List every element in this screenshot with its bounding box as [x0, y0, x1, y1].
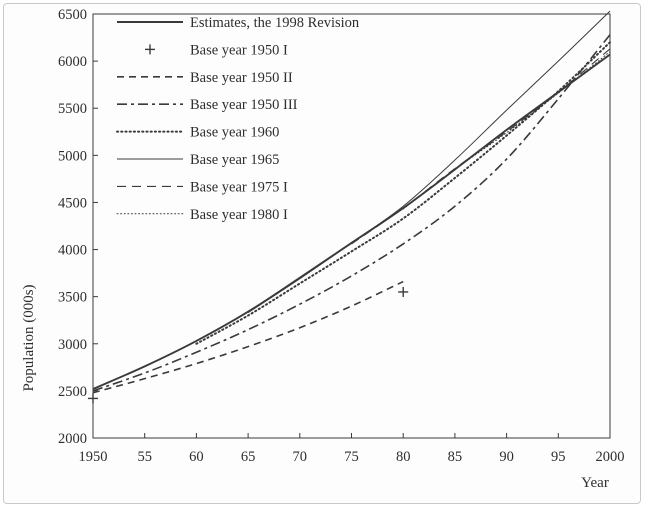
y-axis-title: Population (000s)	[21, 284, 37, 391]
x-tick-label: 55	[137, 449, 152, 465]
legend-entry: Base year 1950 I	[145, 42, 288, 58]
legend-entry: Base year 1975 I	[117, 179, 288, 195]
legend-label: Estimates, the 1998 Revision	[190, 15, 360, 31]
legend-label: Base year 1950 III	[190, 97, 298, 113]
x-tick-label: 80	[396, 449, 411, 465]
x-tick-label: 65	[241, 449, 256, 465]
y-tick-label: 2000	[58, 431, 87, 447]
series-base-year-1975-i	[351, 48, 611, 245]
figure-frame	[3, 3, 641, 504]
x-tick-label: 75	[344, 449, 359, 465]
legend-entry: Base year 1950 II	[117, 70, 293, 86]
x-tick-label: 85	[448, 449, 463, 465]
legend-label: Base year 1965	[190, 152, 279, 168]
y-tick-label: 5500	[58, 101, 87, 117]
legend-entry: Base year 1960	[116, 125, 279, 141]
y-tick-label: 3500	[58, 290, 87, 306]
y-tick-label: 4500	[58, 195, 87, 211]
x-tick-label: 95	[551, 449, 566, 465]
legend-label: Base year 1980 I	[190, 207, 288, 223]
series-base-year-1960	[195, 41, 611, 345]
legend: Estimates, the 1998 Revision Base year 19…	[116, 15, 360, 223]
series-layer	[88, 10, 611, 404]
x-axis-title: Year	[581, 475, 609, 491]
y-tick-label: 3000	[58, 337, 87, 353]
y-tick-label: 6500	[58, 7, 87, 23]
legend-entry: Base year 1965	[117, 152, 279, 168]
legend-label: Base year 1960	[190, 125, 279, 141]
series-base-year-1965	[247, 10, 611, 314]
y-tick-label: 2500	[58, 384, 87, 400]
data-point-plus	[398, 286, 409, 297]
x-tick-label: 90	[499, 449, 514, 465]
y-axis: 2000 2500 3000 3500 4000 4500 5000 5500 6000 6500	[58, 7, 98, 447]
legend-entry: Base year 1950 III	[117, 97, 298, 113]
legend-label: Base year 1950 II	[190, 70, 293, 86]
legend-entry: Estimates, the 1998 Revision	[117, 15, 360, 31]
data-point-plus	[88, 393, 98, 404]
x-axis: 1950 55 60 65 70 75 80 85 90 95 2000	[79, 433, 625, 465]
series-base-year-1950-ii	[92, 280, 404, 394]
legend-entry: Base year 1980 I	[116, 207, 288, 223]
series-base-year-1950-iii	[92, 34, 611, 392]
x-tick-label: 1950	[79, 449, 108, 465]
y-tick-label: 4000	[58, 243, 87, 259]
x-tick-label: 2000	[596, 449, 625, 465]
legend-label: Base year 1950 I	[190, 42, 288, 58]
legend-label: Base year 1975 I	[190, 179, 288, 195]
series-base-year-1950-i	[88, 286, 409, 404]
x-tick-label: 70	[293, 449, 308, 465]
series-estimates-the-1998-revision	[92, 53, 611, 390]
y-tick-label: 5000	[58, 148, 87, 164]
series-base-year-1980-i	[402, 51, 611, 210]
legend-swatch	[145, 44, 155, 55]
y-tick-label: 6000	[58, 54, 87, 70]
x-tick-label: 60	[189, 449, 204, 465]
